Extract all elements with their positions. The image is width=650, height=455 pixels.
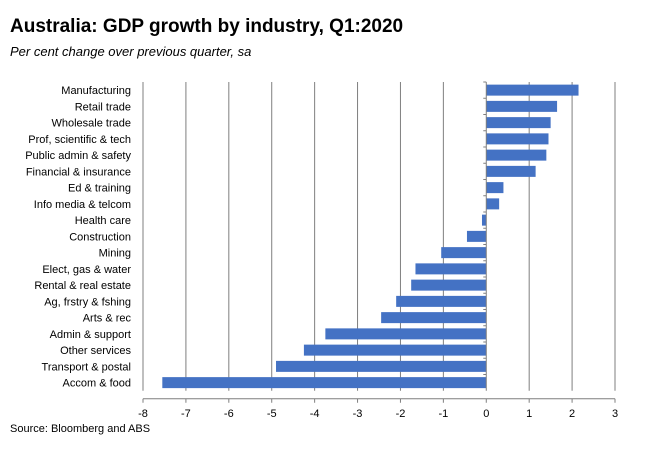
tick-label: 1 <box>526 408 532 420</box>
axes <box>142 81 616 403</box>
tick-label: -4 <box>310 408 320 420</box>
bar <box>441 247 487 259</box>
tick-label: 2 <box>569 408 575 420</box>
bar <box>466 230 487 242</box>
category-labels: Manufacturing Retail trade Wholesale trade… <box>25 85 131 390</box>
category-label: Accom & food <box>63 378 131 390</box>
chart-subtitle: Per cent change over previous quarter, s… <box>10 44 252 59</box>
bar <box>486 198 500 210</box>
category-label: Ed & training <box>68 183 131 195</box>
tick-label: -8 <box>138 408 148 420</box>
tick-label: -6 <box>224 408 234 420</box>
bar <box>411 279 487 291</box>
category-label: Transport & postal <box>42 361 131 373</box>
category-label: Construction <box>69 231 131 243</box>
category-label: Retail trade <box>75 101 131 113</box>
category-label: Elect, gas & water <box>42 264 131 276</box>
category-label: Prof, scientific & tech <box>28 134 131 146</box>
bar <box>481 214 487 226</box>
tick-labels: -8 -7 -6 -5 -4 -3 -2 -1 0 1 2 3 <box>138 408 618 420</box>
category-label: Rental & real estate <box>34 280 131 292</box>
bar <box>162 377 487 389</box>
chart-title: Australia: GDP growth by industry, Q1:20… <box>10 16 404 37</box>
tick-label: -5 <box>267 408 277 420</box>
bar <box>486 182 504 194</box>
category-label: Info media & telcom <box>34 199 131 211</box>
bar <box>486 165 536 177</box>
tick-label: -1 <box>438 408 448 420</box>
bar <box>486 117 551 129</box>
bar <box>381 312 487 324</box>
bars <box>162 84 579 389</box>
category-label: Mining <box>99 248 131 260</box>
bar <box>486 100 558 112</box>
bar <box>303 344 487 356</box>
tick-label: -2 <box>396 408 406 420</box>
category-label: Health care <box>75 215 131 227</box>
bar <box>415 263 487 275</box>
bar <box>276 360 487 372</box>
category-label: Manufacturing <box>61 85 131 97</box>
tick-label: -7 <box>181 408 191 420</box>
category-label: Other services <box>60 345 131 357</box>
bar <box>486 133 549 145</box>
gridlines <box>142 82 616 391</box>
category-label: Arts & rec <box>83 313 132 325</box>
source-note: Source: Bloomberg and ABS <box>10 423 151 435</box>
bar <box>486 149 547 161</box>
category-label: Wholesale trade <box>52 118 132 130</box>
bar <box>396 295 487 307</box>
category-label: Ag, frstry & fshing <box>44 296 131 308</box>
bar <box>325 328 487 340</box>
tick-label: -3 <box>353 408 363 420</box>
bar <box>486 84 579 96</box>
category-label: Public admin & safety <box>25 150 131 162</box>
category-label: Financial & insurance <box>26 166 131 178</box>
tick-label: 0 <box>483 408 489 420</box>
category-label: Admin & support <box>50 329 131 341</box>
tick-label: 3 <box>612 408 618 420</box>
